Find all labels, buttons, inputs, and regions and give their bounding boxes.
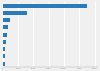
Bar [3, 25, 8, 29]
Bar [3, 33, 7, 37]
Bar [3, 40, 6, 44]
Bar [3, 47, 5, 51]
Bar [3, 62, 5, 66]
Bar [3, 4, 87, 8]
Bar [3, 54, 5, 58]
Bar [3, 11, 27, 15]
Bar [3, 18, 10, 22]
